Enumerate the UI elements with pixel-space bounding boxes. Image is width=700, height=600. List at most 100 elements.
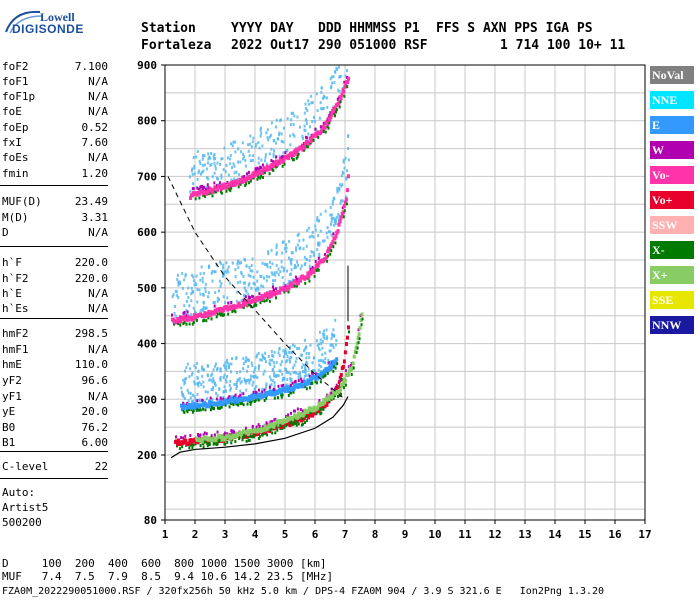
trace-point	[224, 398, 228, 403]
trace-point-w	[263, 388, 266, 392]
trace-point-x	[237, 185, 240, 189]
trace-point	[176, 441, 180, 446]
echo-point	[285, 249, 288, 253]
trace-point-x	[330, 249, 333, 253]
echo-point	[216, 296, 219, 300]
trace-point	[191, 404, 195, 409]
trace-point-x	[287, 393, 290, 397]
echo-point	[218, 387, 221, 391]
echo-point	[271, 272, 274, 276]
echo-point	[306, 228, 309, 232]
trace-point-w	[216, 430, 219, 434]
param-label: foF1p	[2, 90, 36, 103]
trace-point-w	[273, 388, 276, 392]
trace-point-x	[303, 421, 306, 425]
echo-point	[290, 257, 293, 261]
trace-point	[326, 249, 330, 254]
param-value: 110.0	[74, 358, 108, 371]
trace-point-w	[329, 111, 332, 115]
trace-point-x	[337, 395, 340, 399]
trace-point	[268, 165, 272, 170]
param-row: h`Es N/A	[2, 302, 108, 316]
echo-point	[178, 282, 181, 286]
echo-point	[277, 374, 280, 378]
trace-point	[281, 424, 285, 429]
echo-point	[181, 271, 184, 275]
trace-point	[219, 306, 223, 311]
param-value: 20.0	[81, 405, 109, 418]
trace-point	[219, 186, 223, 191]
trace-point-x	[260, 174, 263, 178]
trace-point-x	[173, 322, 176, 326]
echo-point	[262, 276, 265, 280]
trace-point	[343, 378, 347, 383]
trace-point-w	[290, 411, 293, 415]
echo-point	[243, 286, 246, 290]
echo-point	[222, 168, 225, 172]
param-label: h`F	[2, 256, 22, 269]
trace-point	[337, 222, 341, 227]
echo-point	[190, 273, 193, 277]
echo-point	[261, 144, 264, 148]
echo-point	[249, 377, 252, 381]
trace-point	[284, 288, 288, 293]
echo-point	[296, 346, 299, 350]
trace-point-x	[247, 438, 250, 442]
echo-point	[190, 313, 193, 317]
trace-point-x	[279, 424, 282, 428]
echo-point	[289, 123, 292, 127]
trace-point-w	[223, 432, 226, 436]
trace-point-x	[328, 121, 331, 125]
echo-point	[285, 359, 288, 363]
trace-point-w	[280, 384, 283, 388]
echo-point	[248, 358, 251, 362]
echo-point	[225, 261, 228, 265]
echo-point	[259, 274, 262, 278]
trace-point-x	[281, 164, 284, 168]
echo-point	[280, 360, 283, 364]
echo-point	[242, 293, 245, 297]
echo-point	[275, 263, 278, 267]
echo-point	[233, 177, 236, 181]
echo-point	[305, 257, 308, 261]
trace-point	[254, 298, 258, 303]
trace-point-w	[344, 369, 347, 373]
echo-point	[203, 154, 206, 158]
trace-point-w	[311, 265, 314, 269]
trace-point-x	[333, 364, 336, 368]
trace-point	[324, 256, 328, 261]
trace-point-x	[225, 189, 228, 193]
echo-point	[230, 142, 233, 146]
trace-point-x	[185, 322, 188, 326]
trace-point	[325, 369, 329, 374]
trace-point	[306, 271, 310, 276]
echo-point	[297, 375, 300, 379]
echo-point	[234, 150, 237, 154]
echo-point	[190, 373, 193, 377]
param-row: foF1 N/A	[2, 75, 108, 89]
trace-point	[182, 440, 186, 445]
param-value: 220.0	[74, 256, 108, 269]
trace-point-w	[349, 364, 352, 368]
trace-point	[356, 336, 360, 341]
echo-point	[322, 340, 325, 344]
echo-point	[253, 282, 256, 286]
param-label: M(D)	[2, 211, 29, 224]
echo-point	[213, 161, 216, 165]
param-row: yE 20.0	[2, 405, 108, 419]
echo-point	[229, 379, 232, 383]
echo-point	[214, 383, 217, 387]
trace-point-x	[182, 322, 185, 326]
echo-point	[206, 390, 209, 394]
echo-point	[216, 299, 219, 303]
trace-point-x	[346, 85, 349, 89]
echo-point	[219, 261, 222, 265]
param-row: M(D) 3.31	[2, 211, 108, 225]
echo-point	[248, 379, 251, 383]
echo-point	[275, 360, 278, 364]
echo-point	[225, 270, 228, 274]
echo-point	[329, 360, 332, 364]
trace-point	[316, 263, 320, 268]
trace-point	[346, 79, 350, 84]
trace-point-x	[283, 425, 286, 429]
